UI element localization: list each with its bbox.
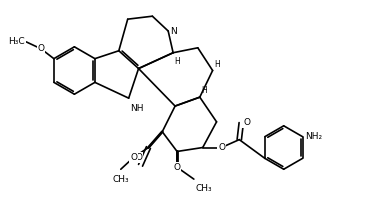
Text: H₃C: H₃C [9, 37, 25, 46]
Text: H: H [215, 60, 220, 69]
Text: NH: NH [130, 104, 143, 113]
Text: O: O [135, 153, 142, 162]
Text: CH₃: CH₃ [112, 175, 129, 184]
Text: H: H [201, 86, 207, 95]
Text: O: O [218, 143, 225, 152]
Text: N: N [170, 27, 177, 35]
Text: CH₃: CH₃ [196, 184, 212, 193]
Text: NH₂: NH₂ [306, 132, 323, 141]
Text: O: O [174, 163, 181, 172]
Text: O: O [130, 153, 137, 162]
Text: O: O [38, 44, 45, 53]
Text: O: O [243, 118, 250, 127]
Text: H: H [174, 57, 180, 66]
